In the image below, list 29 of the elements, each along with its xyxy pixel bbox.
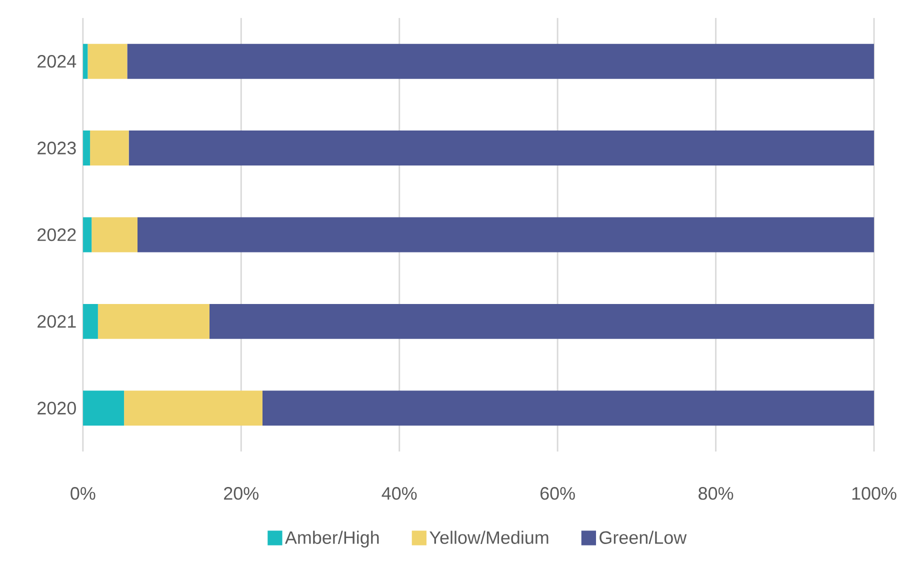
- bar: [82, 217, 92, 252]
- y-tick-label: 2023: [38, 142, 76, 154]
- legend-label: Yellow/Medium: [430, 530, 548, 544]
- y-tick-label: 2022: [38, 228, 76, 241]
- bar: [127, 44, 874, 79]
- bar: [82, 390, 124, 426]
- bar: [98, 304, 210, 339]
- y-tick-label: 2021: [38, 314, 76, 328]
- bar: [128, 130, 874, 166]
- legend-label: Amber/High: [284, 530, 379, 548]
- bar: [88, 44, 128, 79]
- bar: [124, 390, 262, 426]
- x-tick-label: 100%: [852, 486, 896, 500]
- bar: [82, 130, 90, 166]
- x-tick-label: 60%: [540, 486, 575, 500]
- x-tick-label: 20%: [224, 486, 258, 500]
- x-tick-label: 0%: [70, 486, 96, 500]
- bar: [90, 130, 129, 166]
- y-tick-label: 2024: [38, 54, 76, 68]
- bar: [92, 217, 138, 252]
- legend-label: Green/Low: [600, 530, 687, 544]
- bar: [262, 390, 874, 426]
- bar: [138, 217, 874, 252]
- bar: [82, 304, 98, 339]
- bar: [82, 44, 88, 79]
- bar: [209, 304, 874, 339]
- x-tick-label: 80%: [698, 486, 734, 500]
- y-tick-label: 2020: [38, 402, 76, 414]
- x-tick-label: 40%: [382, 486, 417, 500]
